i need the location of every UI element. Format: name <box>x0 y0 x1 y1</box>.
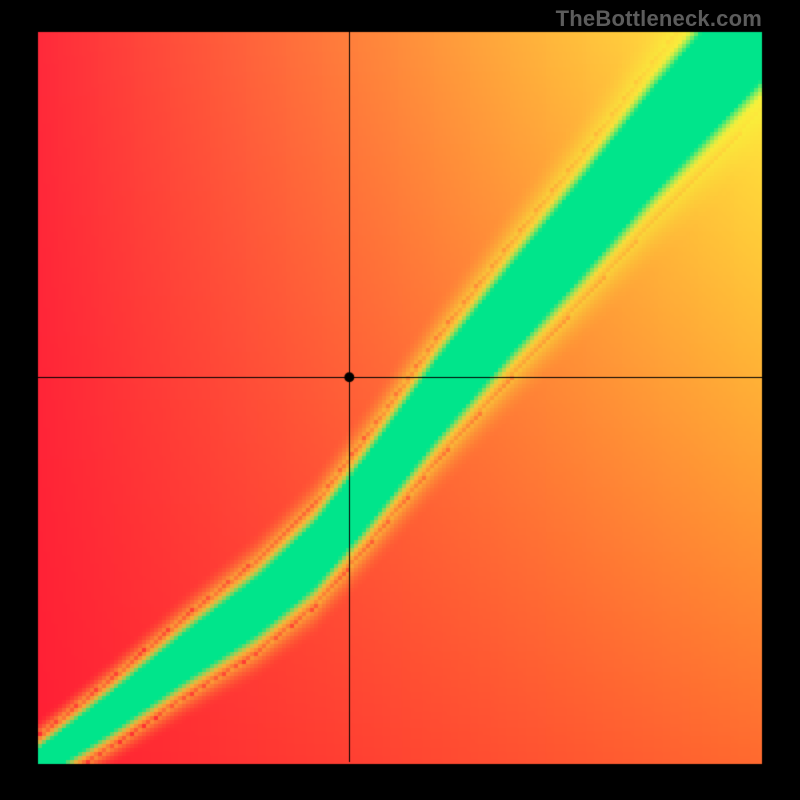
heatmap-canvas <box>0 0 800 800</box>
watermark-text: TheBottleneck.com <box>556 6 762 32</box>
chart-container: TheBottleneck.com <box>0 0 800 800</box>
